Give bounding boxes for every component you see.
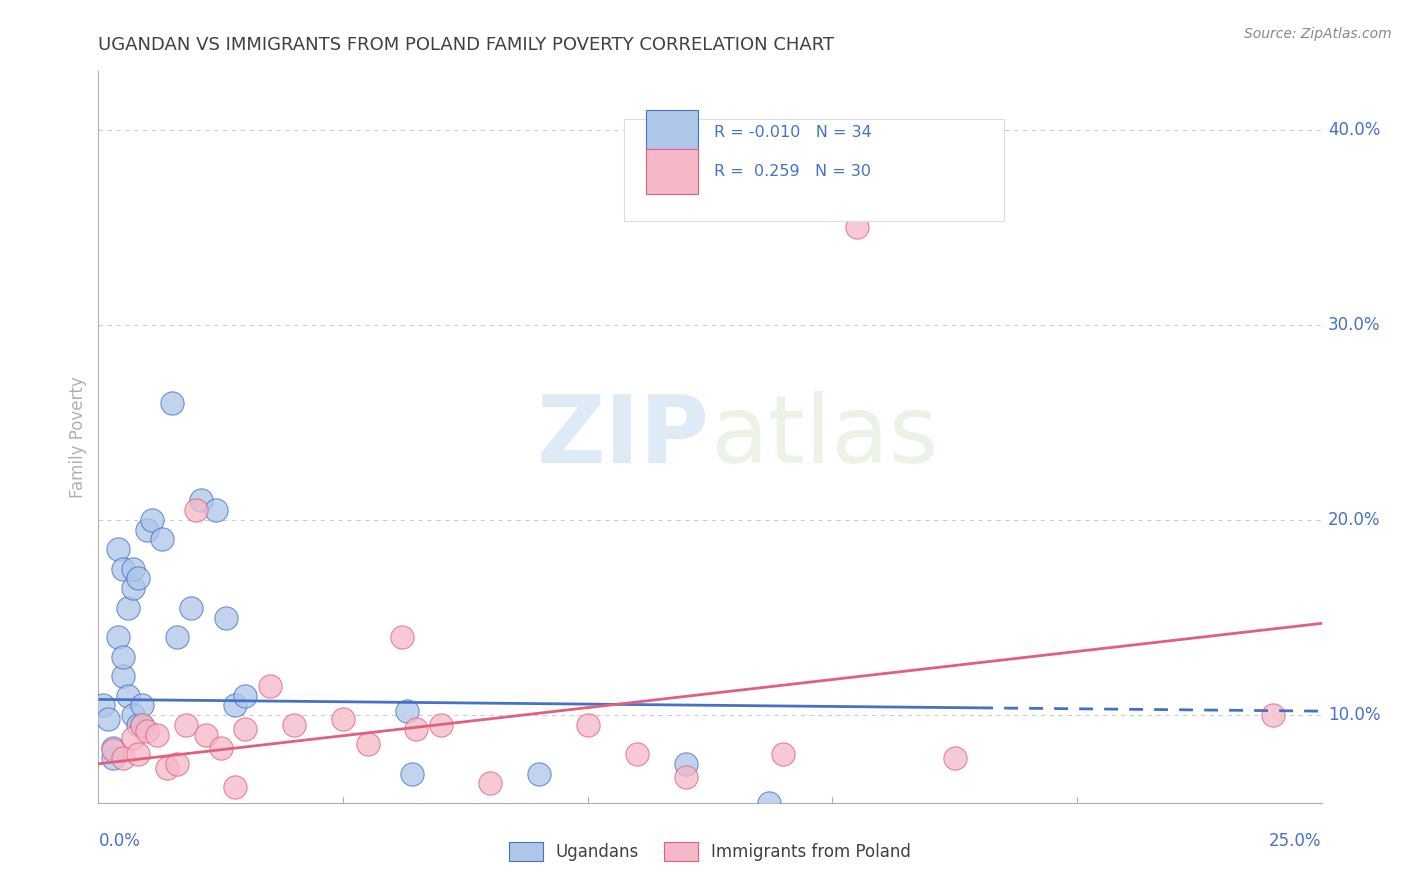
Point (845, 220, 868, 235)
Point (283, 718, 305, 732)
Legend: Ugandans, Immigrants from Poland: Ugandans, Immigrants from Poland (502, 835, 918, 868)
Point (356, 737, 378, 751)
FancyBboxPatch shape (647, 110, 697, 154)
Point (391, 630, 413, 644)
Y-axis label: Family Poverty: Family Poverty (69, 376, 87, 498)
Point (91, 698, 114, 713)
Point (101, 741, 124, 756)
Point (675, 756, 697, 771)
Text: 10.0%: 10.0% (1327, 706, 1381, 724)
Point (576, 718, 599, 732)
Point (121, 581, 143, 595)
Point (107, 542, 129, 557)
Text: 40.0%: 40.0% (1327, 121, 1381, 139)
Point (166, 756, 188, 771)
Point (233, 689, 256, 703)
Point (127, 747, 149, 761)
Point (626, 747, 648, 761)
Point (136, 723, 159, 738)
Point (527, 766, 550, 780)
Point (224, 698, 246, 713)
Text: ZIP: ZIP (537, 391, 710, 483)
Point (195, 727, 218, 741)
Point (117, 600, 139, 615)
Point (224, 780, 246, 795)
Text: 25.0%: 25.0% (1270, 832, 1322, 850)
Point (111, 649, 134, 664)
Point (430, 718, 453, 732)
Point (101, 751, 124, 765)
Point (186, 503, 208, 517)
Point (131, 718, 153, 732)
Point (209, 741, 232, 756)
Point (141, 513, 163, 527)
Text: 0.0%: 0.0% (98, 832, 141, 850)
Point (111, 562, 134, 576)
Point (675, 771, 697, 785)
Text: Source: ZipAtlas.com: Source: ZipAtlas.com (1244, 27, 1392, 41)
Point (190, 493, 212, 508)
Point (1261, 708, 1284, 723)
Point (131, 718, 153, 732)
Point (131, 698, 153, 713)
Point (405, 722, 427, 736)
Point (772, 747, 794, 761)
Point (101, 743, 124, 757)
Point (121, 731, 143, 746)
Text: 20.0%: 20.0% (1327, 511, 1381, 529)
Point (107, 630, 129, 644)
Text: atlas: atlas (710, 391, 938, 483)
Point (121, 562, 143, 576)
Text: UGANDAN VS IMMIGRANTS FROM POLAND FAMILY POVERTY CORRELATION CHART: UGANDAN VS IMMIGRANTS FROM POLAND FAMILY… (98, 36, 835, 54)
Point (758, 796, 780, 810)
Text: R = -0.010   N = 34: R = -0.010 N = 34 (714, 125, 872, 140)
Point (180, 600, 202, 615)
Point (111, 669, 134, 683)
Point (160, 396, 183, 410)
Text: 30.0%: 30.0% (1327, 316, 1381, 334)
Point (146, 727, 169, 741)
Point (127, 718, 149, 732)
Point (214, 610, 236, 624)
Point (136, 523, 159, 537)
Point (332, 712, 354, 726)
Point (156, 761, 179, 775)
Point (205, 503, 228, 517)
Point (395, 704, 418, 718)
Point (127, 572, 149, 586)
Point (176, 718, 198, 732)
Point (478, 776, 501, 790)
Point (166, 630, 188, 644)
Point (943, 751, 966, 765)
FancyBboxPatch shape (647, 149, 697, 194)
Text: R =  0.259   N = 30: R = 0.259 N = 30 (714, 164, 870, 178)
Point (150, 533, 173, 547)
Point (117, 689, 139, 703)
Point (97, 712, 120, 726)
Point (111, 751, 134, 765)
FancyBboxPatch shape (624, 119, 1004, 221)
Point (401, 766, 423, 780)
Point (121, 708, 143, 723)
Point (233, 722, 256, 736)
Point (259, 679, 281, 693)
